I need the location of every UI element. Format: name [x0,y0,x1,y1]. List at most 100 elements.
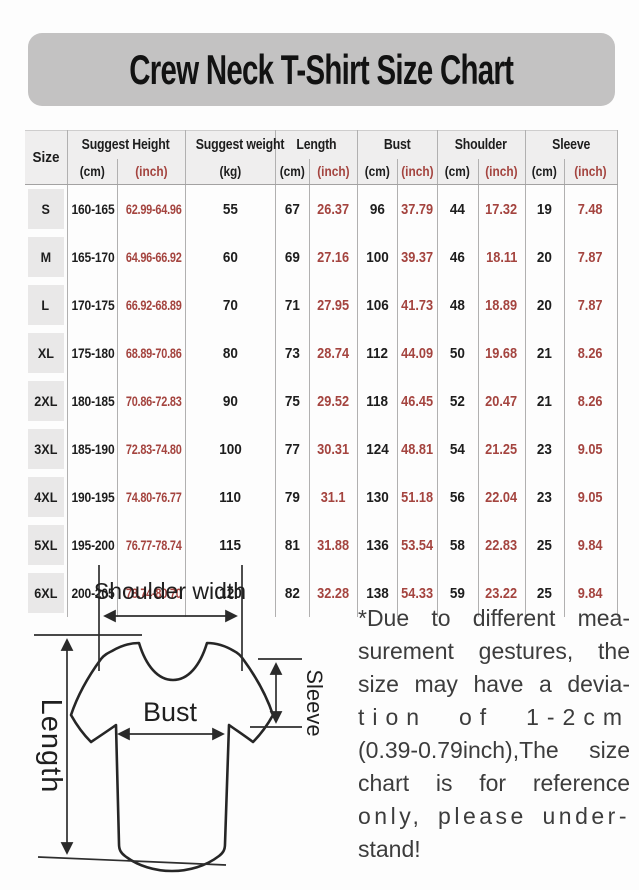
note-line: tion of 1-2cm [358,704,630,730]
value-cell: 76.77-78.74 [117,521,186,569]
size-row: 5XL 195-200 76.77-78.74 115 81 31.88 136 53.54 5… [25,521,618,569]
value-cell: 100 [357,233,398,281]
value-cell: 23 [525,473,565,521]
value-cell: 25 [525,521,565,569]
value-cell: 21 [525,329,565,377]
value-cell: 27.95 [309,281,358,329]
value-cell: 112 [357,329,398,377]
value-cell: 175-180 [67,329,118,377]
value-cell: 9.05 [564,425,618,473]
bust-label: Bust [143,697,198,727]
value-cell: 64.96-66.92 [117,233,186,281]
value-cell: 66.92-68.89 [117,281,186,329]
value-cell: 48 [437,281,479,329]
value-cell: 75 [275,377,310,425]
value-cell: 48.81 [397,425,438,473]
size-row: 4XL 190-195 74.80-76.77 110 79 31.1 130 51.18 56… [25,473,618,521]
value-cell: 51.18 [397,473,438,521]
value-cell: 44.09 [397,329,438,377]
value-cell: 62.99-64.96 [117,184,186,233]
value-cell: 70.86-72.83 [117,377,186,425]
value-cell: 32.28 [309,569,358,617]
size-label-cell: S [25,184,68,233]
col-unit-header: (kg) [185,159,276,185]
value-cell: 21.25 [478,425,526,473]
size-row: 2XL 180-185 70.86-72.83 90 75 29.52 118 46.45 52… [25,377,618,425]
title-banner: Crew Neck T-Shirt Size Chart [28,33,615,106]
size-table-wrap: Size Suggest Height Suggest weight Length Bu… [25,130,618,617]
col-unit-header: (inch) [564,159,618,185]
value-cell: 31.88 [309,521,358,569]
value-cell: 25 [525,569,565,617]
value-cell: 26.37 [309,184,358,233]
value-cell: 56 [437,473,479,521]
disclaimer-note: *Due to different mea-surement gestures,… [358,602,630,866]
value-cell: 9.05 [564,473,618,521]
size-label-cell: L [25,281,68,329]
value-cell: 54.33 [397,569,438,617]
value-cell: 160-165 [67,184,118,233]
col-group-length: Length [275,130,358,159]
size-row: 3XL 185-190 72.83-74.80 100 77 30.31 124 48.81 5… [25,425,618,473]
value-cell: 9.84 [564,569,618,617]
col-unit-header: (cm) [437,159,479,185]
value-cell: 31.1 [309,473,358,521]
value-cell: 7.48 [564,184,618,233]
size-label-cell: 4XL [25,473,68,521]
measurement-diagram: Shoulder width Length Bust Sleeve [12,553,360,890]
value-cell: 90 [185,377,276,425]
value-cell: 19 [525,184,565,233]
size-table-head: Size Suggest Height Suggest weight Length Bu… [25,130,618,185]
note-line: chart is for reference [358,770,630,796]
col-unit-header: (inch) [397,159,438,185]
value-cell: 100 [185,425,276,473]
col-unit-header: (inch) [478,159,526,185]
value-cell: 8.26 [564,329,618,377]
value-cell: 7.87 [564,281,618,329]
value-cell: 17.32 [478,184,526,233]
col-unit-header: (cm) [275,159,310,185]
value-cell: 58 [437,521,479,569]
value-cell: 60 [185,233,276,281]
value-cell: 19.68 [478,329,526,377]
value-cell: 115 [185,521,276,569]
value-cell: 195-200 [67,521,118,569]
value-cell: 27.16 [309,233,358,281]
length-label: Length [35,699,67,794]
value-cell: 18.11 [478,233,526,281]
size-row: XL 175-180 68.89-70.86 80 73 28.74 112 44.09 50 1… [25,329,618,377]
col-group-shoulder: Shoulder [437,130,526,159]
value-cell: 20 [525,233,565,281]
value-cell: 200-205 [67,569,118,617]
value-cell: 28.74 [309,329,358,377]
col-group-sleeve: Sleeve [525,130,618,159]
note-line: (0.39-0.79inch),The size [358,737,630,763]
value-cell: 30.31 [309,425,358,473]
value-cell: 53.54 [397,521,438,569]
value-cell: 180-185 [67,377,118,425]
size-row: S 160-165 62.99-64.96 55 67 26.37 96 37.79 44 17.… [25,184,618,233]
col-group-suggest-height: Suggest Height [67,130,186,159]
col-group-bust: Bust [357,130,438,159]
size-row: 6XL 200-205 78.74-80.70 120 82 32.28 138 54.33 5… [25,569,618,617]
value-cell: 9.84 [564,521,618,569]
value-cell: 23.22 [478,569,526,617]
value-cell: 106 [357,281,398,329]
value-cell: 71 [275,281,310,329]
value-cell: 124 [357,425,398,473]
tshirt-diagram-svg: Shoulder width Length Bust Sleeve [34,565,327,873]
value-cell: 118 [357,377,398,425]
value-cell: 23 [525,425,565,473]
col-unit-header: (cm) [357,159,398,185]
value-cell: 7.87 [564,233,618,281]
sleeve-label: Sleeve [302,669,327,736]
size-row: L 170-175 66.92-68.89 70 71 27.95 106 41.73 48 18… [25,281,618,329]
value-cell: 73 [275,329,310,377]
value-cell: 52 [437,377,479,425]
note-line: *Due to different mea- [358,605,630,631]
value-cell: 70 [185,281,276,329]
page-title: Crew Neck T-Shirt Size Chart [129,45,515,93]
value-cell: 54 [437,425,479,473]
value-cell: 120 [185,569,276,617]
